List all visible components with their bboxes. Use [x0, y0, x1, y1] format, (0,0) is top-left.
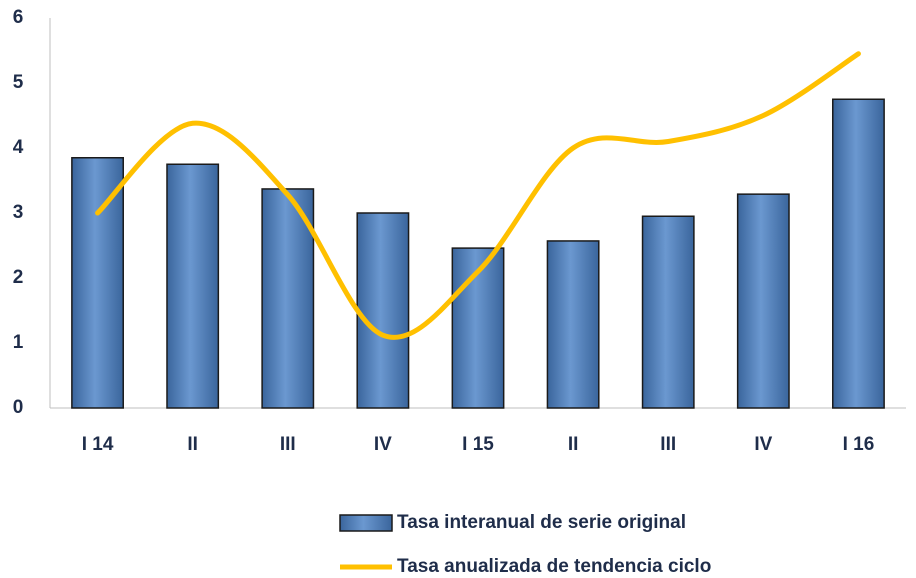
y-tick-label: 4: [13, 137, 24, 158]
bar: [71, 157, 124, 409]
y-tick-label: 2: [13, 267, 24, 288]
bar: [832, 98, 885, 409]
y-tick-label: 5: [13, 72, 24, 93]
x-tick-label: I 16: [843, 434, 875, 455]
bar: [641, 215, 695, 409]
bar: [736, 193, 790, 409]
x-tick-label: III: [660, 434, 676, 455]
x-tick-label: II: [568, 434, 579, 455]
legend-label: Tasa anualizada de tendencia ciclo: [397, 556, 711, 577]
bar: [261, 188, 315, 409]
y-tick-label: 1: [13, 332, 24, 353]
line: [95, 51, 861, 340]
x-tick-label: IV: [374, 434, 392, 455]
bar: [356, 212, 410, 409]
x-tick-label: I 14: [82, 434, 114, 455]
bar: [166, 163, 220, 409]
bar: [546, 240, 600, 409]
legend-swatch: [339, 514, 393, 532]
x-tick-label: IV: [754, 434, 772, 455]
x-tick-label: II: [187, 434, 198, 455]
x-tick-label: III: [280, 434, 296, 455]
y-tick-label: 6: [13, 7, 24, 28]
y-tick-label: 0: [13, 397, 24, 418]
legend-label: Tasa interanual de serie original: [397, 512, 686, 533]
y-tick-label: 3: [13, 202, 24, 223]
x-tick-label: I 15: [462, 434, 494, 455]
